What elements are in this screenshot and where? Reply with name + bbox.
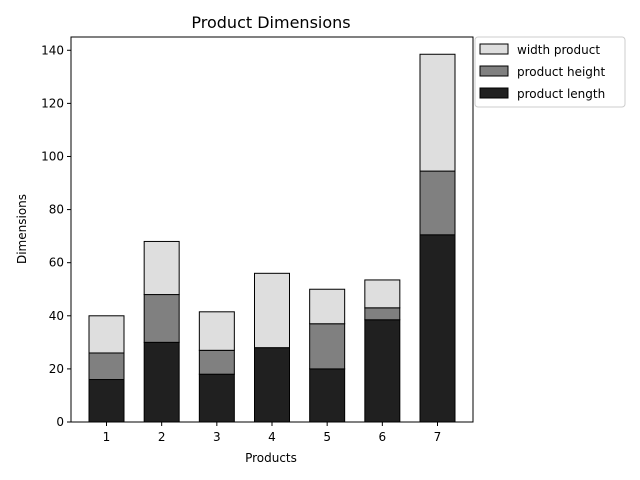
x-tick-label: 3 — [213, 430, 221, 444]
x-tick-label: 7 — [434, 430, 442, 444]
x-tick-label: 1 — [103, 430, 111, 444]
chart-title: Product Dimensions — [191, 13, 350, 32]
y-axis-label: Dimensions — [15, 194, 29, 264]
legend: width product product height product lengt… — [474, 36, 626, 108]
legend-swatch-product-height — [479, 65, 509, 77]
bar-product-length-4 — [254, 347, 290, 423]
x-tick-label: 6 — [379, 430, 387, 444]
bar-product-height-6 — [364, 307, 401, 321]
y-tick-label: 100 — [41, 149, 64, 163]
bar-product-height-7 — [419, 170, 456, 236]
y-tick-label: 60 — [49, 256, 64, 270]
bar-product-height-5 — [309, 323, 346, 370]
legend-swatch-width-product — [479, 43, 509, 55]
y-tick-label: 80 — [49, 203, 64, 217]
legend-swatch-product-length — [479, 87, 509, 99]
bar-width-product-7 — [419, 53, 456, 172]
bar-product-length-6 — [364, 319, 401, 423]
y-tick-label: 0 — [56, 415, 64, 429]
bar-product-length-5 — [309, 368, 346, 423]
legend-label-product-length: product length — [517, 87, 605, 101]
bar-product-length-1 — [88, 379, 125, 423]
y-tick-label: 120 — [41, 96, 64, 110]
bar-product-length-7 — [419, 234, 456, 423]
bar-product-height-2 — [143, 294, 180, 343]
bar-product-length-3 — [198, 373, 235, 423]
bar-product-height-1 — [88, 352, 125, 381]
bar-product-length-2 — [143, 341, 180, 423]
legend-label-product-height: product height — [517, 65, 606, 79]
plot-area: 0 20 40 60 80 100 120 140 1 2 3 4 5 6 7 — [41, 36, 474, 444]
legend-label-width-product: width product — [517, 43, 600, 57]
y-tick-label: 40 — [49, 309, 64, 323]
bar-product-height-3 — [198, 349, 235, 375]
bar-width-product-1 — [88, 315, 125, 354]
bar-width-product-4 — [254, 272, 290, 349]
x-tick-label: 4 — [268, 430, 276, 444]
legend-box — [474, 36, 626, 108]
x-tick-label: 2 — [158, 430, 166, 444]
bar-width-product-5 — [309, 288, 346, 325]
x-axis-label: Products — [245, 451, 297, 465]
bar-width-product-3 — [198, 311, 235, 351]
y-tick-label: 140 — [41, 43, 64, 57]
bar-width-product-6 — [364, 279, 401, 309]
bar-width-product-2 — [143, 240, 180, 296]
y-tick-label: 20 — [49, 362, 64, 376]
x-tick-label: 5 — [323, 430, 331, 444]
